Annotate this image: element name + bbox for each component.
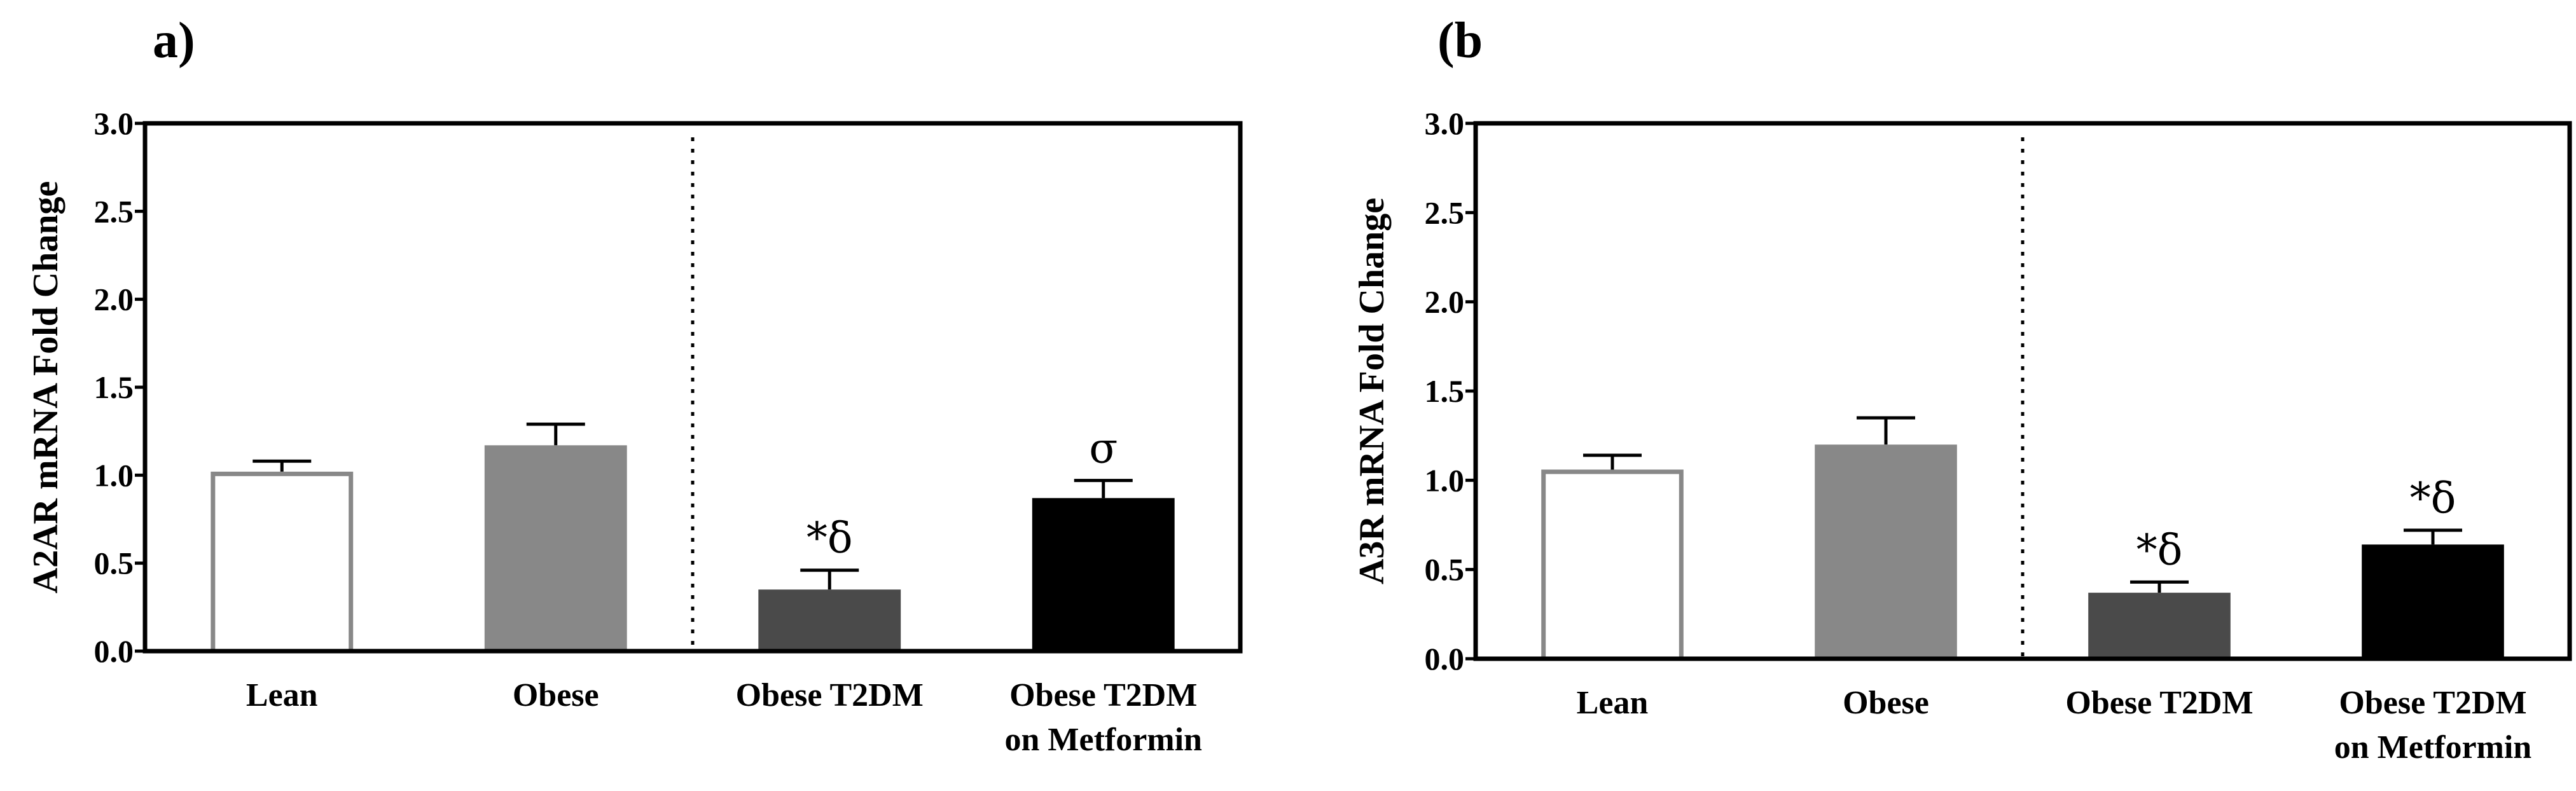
category-label: Obese T2DM bbox=[736, 677, 924, 713]
category-label: Obese bbox=[513, 677, 599, 713]
y-tick-label: 0.5 bbox=[1425, 552, 1465, 588]
bar-lean bbox=[1541, 469, 1684, 661]
y-tick-label: 1.0 bbox=[94, 457, 134, 493]
y-axis-label: A2AR mRNA Fold Change bbox=[26, 181, 66, 594]
y-tick-label: 0.0 bbox=[1425, 641, 1465, 677]
category-label-line2: on Metformin bbox=[2334, 729, 2532, 766]
panel-b: (b A3R mRNA Fold Change 0.0 0.5 1.0 1.5 2.0 2.5… bbox=[1352, 13, 2572, 766]
bar-obese bbox=[484, 445, 627, 654]
y-axis-label: A3R mRNA Fold Change bbox=[1352, 198, 1392, 584]
category-label: Obese T2DM bbox=[1009, 677, 1197, 713]
y-tick-label: 3.0 bbox=[1425, 106, 1465, 141]
y-tick-label: 2.0 bbox=[94, 282, 134, 317]
significance-annotation: *δ bbox=[2136, 525, 2183, 574]
panel-label: a) bbox=[153, 13, 195, 69]
y-tick-label: 2.5 bbox=[1425, 195, 1465, 230]
significance-annotation: σ bbox=[1089, 424, 1118, 473]
y-tick-label: 2.0 bbox=[1425, 284, 1465, 320]
bar-obese bbox=[1815, 444, 1957, 661]
y-tick-label: 3.0 bbox=[94, 106, 134, 141]
y-tick-label: 2.5 bbox=[94, 193, 134, 229]
y-tick-label: 0.5 bbox=[94, 546, 134, 581]
plot-frame bbox=[142, 121, 1243, 654]
y-tick-label: 1.5 bbox=[94, 369, 134, 405]
significance-annotation: *δ bbox=[807, 514, 853, 563]
y-tick-label: 1.5 bbox=[1425, 373, 1465, 409]
bar-obese-t2dm-metformin bbox=[2362, 544, 2504, 661]
category-label: Obese T2DM bbox=[2339, 685, 2526, 721]
category-label: Lean bbox=[1577, 685, 1649, 721]
bar-lean bbox=[211, 471, 354, 654]
panel-label: (b bbox=[1437, 13, 1483, 69]
bar-obese-t2dm bbox=[2088, 593, 2231, 661]
category-label: Obese bbox=[1843, 685, 1929, 721]
y-tick-label: 0.0 bbox=[94, 633, 134, 669]
plot-frame bbox=[1473, 121, 2572, 661]
category-label: Obese T2DM bbox=[2065, 685, 2253, 721]
category-label-line2: on Metformin bbox=[1005, 722, 1203, 758]
bar-obese-t2dm bbox=[758, 589, 901, 654]
significance-annotation: *δ bbox=[2410, 474, 2456, 523]
panel-a: a) A2AR mRNA Fold Change 0.0 0.5 1.0 1.5 2.0 2.… bbox=[26, 13, 1243, 758]
bar-obese-t2dm-metformin bbox=[1032, 498, 1175, 654]
category-label: Lean bbox=[246, 677, 318, 713]
y-tick-label: 1.0 bbox=[1425, 462, 1465, 498]
